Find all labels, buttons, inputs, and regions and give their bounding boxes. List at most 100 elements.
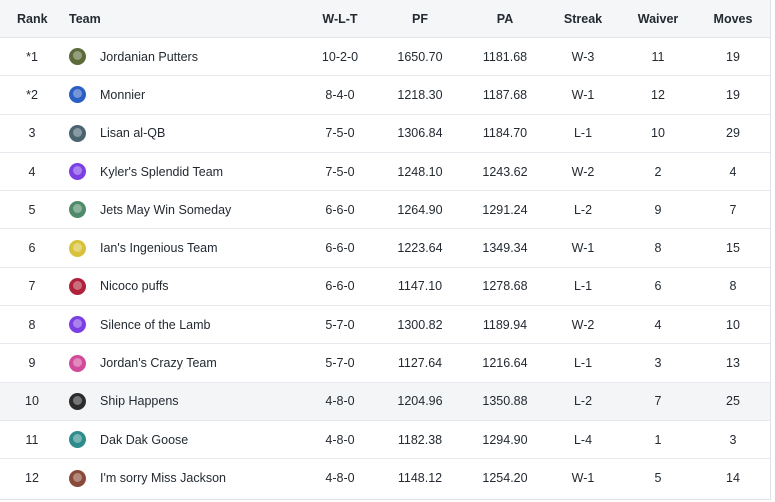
header-rank[interactable]: Rank xyxy=(17,11,48,26)
team-cell[interactable]: Ship Happens xyxy=(69,383,299,420)
team-cell[interactable]: Silence of the Lamb xyxy=(69,306,299,343)
team-cell[interactable]: Lisan al-QB xyxy=(69,115,299,152)
points-against-cell: 1181.68 xyxy=(482,49,528,64)
team-cell[interactable]: Dak Dak Goose xyxy=(69,421,299,458)
table-body: *1 Jordanian Putters 10-2-0 1650.70 1181.68 W… xyxy=(0,38,770,498)
waiver-cell: 4 xyxy=(654,317,662,332)
rank-cell: 5 xyxy=(28,202,36,217)
wlt-cell: 4-8-0 xyxy=(325,432,355,447)
waiver-cell: 12 xyxy=(651,87,665,102)
wlt-cell: 6-6-0 xyxy=(325,202,355,217)
points-for-cell: 1223.64 xyxy=(397,241,443,256)
moves-cell: 8 xyxy=(729,279,737,294)
team-cell[interactable]: Nicoco puffs xyxy=(69,268,299,305)
streak-cell: L-1 xyxy=(573,126,593,141)
waiver-cell: 3 xyxy=(654,356,662,371)
team-name-link[interactable]: Jets May Win Someday xyxy=(100,202,232,217)
rank-cell: 11 xyxy=(25,432,39,447)
points-for-cell: 1650.70 xyxy=(397,49,443,64)
streak-cell: W-2 xyxy=(571,164,595,179)
moves-cell: 7 xyxy=(729,202,737,217)
wlt-cell: 4-8-0 xyxy=(325,394,355,409)
moves-cell: 10 xyxy=(726,317,740,332)
points-against-cell: 1184.70 xyxy=(482,126,528,141)
team-avatar-icon xyxy=(69,431,86,449)
team-cell[interactable]: Monnier xyxy=(69,76,299,113)
streak-cell: W-1 xyxy=(571,471,595,486)
team-avatar-icon xyxy=(69,201,86,219)
header-moves[interactable]: Moves xyxy=(713,11,753,26)
team-name-link[interactable]: Ian's Ingenious Team xyxy=(100,241,218,256)
team-cell[interactable]: Kyler's Splendid Team xyxy=(69,153,299,190)
table-row: 5 Jets May Win Someday 6-6-0 1264.90 1291.24… xyxy=(0,191,770,230)
team-name-link[interactable]: Nicoco puffs xyxy=(100,279,169,294)
waiver-cell: 10 xyxy=(651,126,665,141)
team-avatar-icon xyxy=(69,48,86,66)
moves-cell: 14 xyxy=(726,471,740,486)
streak-cell: L-2 xyxy=(573,202,593,217)
team-name-link[interactable]: Kyler's Splendid Team xyxy=(100,164,224,179)
wlt-cell: 8-4-0 xyxy=(325,87,355,102)
header-pf[interactable]: PF xyxy=(412,11,428,26)
team-name-link[interactable]: Ship Happens xyxy=(100,394,179,409)
moves-cell: 3 xyxy=(729,432,737,447)
points-against-cell: 1243.62 xyxy=(482,164,528,179)
wlt-cell: 4-8-0 xyxy=(325,471,355,486)
wlt-cell: 6-6-0 xyxy=(325,241,355,256)
rank-cell: 3 xyxy=(28,126,36,141)
table-row: 9 Jordan's Crazy Team 5-7-0 1127.64 1216.64 L… xyxy=(0,344,770,383)
table-row: *1 Jordanian Putters 10-2-0 1650.70 1181.68 W… xyxy=(0,38,770,77)
points-for-cell: 1182.38 xyxy=(397,432,443,447)
team-name-link[interactable]: Jordan's Crazy Team xyxy=(100,356,217,371)
header-wlt[interactable]: W-L-T xyxy=(322,11,358,26)
points-against-cell: 1189.94 xyxy=(482,317,528,332)
team-avatar-icon xyxy=(69,277,86,295)
rank-cell: 4 xyxy=(28,164,36,179)
team-avatar-icon xyxy=(69,86,86,104)
wlt-cell: 6-6-0 xyxy=(325,279,355,294)
rank-cell: 6 xyxy=(28,241,36,256)
team-cell[interactable]: Jordan's Crazy Team xyxy=(69,344,299,381)
header-waiver[interactable]: Waiver xyxy=(637,11,679,26)
waiver-cell: 1 xyxy=(654,432,662,447)
header-team[interactable]: Team xyxy=(69,11,101,26)
team-cell[interactable]: Jordanian Putters xyxy=(69,38,299,75)
rank-cell: *2 xyxy=(26,87,38,102)
team-cell[interactable]: I'm sorry Miss Jackson xyxy=(69,459,299,497)
moves-cell: 13 xyxy=(726,356,740,371)
streak-cell: L-1 xyxy=(573,356,593,371)
waiver-cell: 11 xyxy=(651,49,665,64)
team-name-link[interactable]: Jordanian Putters xyxy=(100,49,198,64)
points-against-cell: 1187.68 xyxy=(482,87,528,102)
points-for-cell: 1127.64 xyxy=(397,356,443,371)
points-for-cell: 1264.90 xyxy=(397,202,443,217)
team-avatar-icon xyxy=(69,163,86,181)
team-avatar-icon xyxy=(69,392,86,410)
points-for-cell: 1148.12 xyxy=(397,471,443,486)
points-against-cell: 1350.88 xyxy=(482,394,528,409)
wlt-cell: 7-5-0 xyxy=(325,164,355,179)
wlt-cell: 5-7-0 xyxy=(325,356,355,371)
table-row: 12 I'm sorry Miss Jackson 4-8-0 1148.12 1254… xyxy=(0,459,770,498)
team-name-link[interactable]: Dak Dak Goose xyxy=(100,432,189,447)
header-streak[interactable]: Streak xyxy=(563,11,603,26)
points-for-cell: 1218.30 xyxy=(397,87,443,102)
table-row: *2 Monnier 8-4-0 1218.30 1187.68 W-1 12 19 xyxy=(0,76,770,115)
rank-cell: 12 xyxy=(25,471,39,486)
rank-cell: 9 xyxy=(28,356,36,371)
team-name-link[interactable]: Silence of the Lamb xyxy=(100,317,211,332)
streak-cell: L-1 xyxy=(573,279,593,294)
team-cell[interactable]: Ian's Ingenious Team xyxy=(69,229,299,266)
moves-cell: 25 xyxy=(726,394,740,409)
waiver-cell: 6 xyxy=(654,279,662,294)
wlt-cell: 7-5-0 xyxy=(325,126,355,141)
team-cell[interactable]: Jets May Win Someday xyxy=(69,191,299,228)
table-row: 8 Silence of the Lamb 5-7-0 1300.82 1189.94 W… xyxy=(0,306,770,345)
streak-cell: W-1 xyxy=(571,241,595,256)
rank-cell: 8 xyxy=(28,317,36,332)
team-name-link[interactable]: Monnier xyxy=(100,87,146,102)
header-pa[interactable]: PA xyxy=(496,11,514,26)
team-name-link[interactable]: I'm sorry Miss Jackson xyxy=(100,471,227,486)
team-name-link[interactable]: Lisan al-QB xyxy=(100,126,166,141)
table-row: 10 Ship Happens 4-8-0 1204.96 1350.88 L-2 7 25 xyxy=(0,382,770,421)
